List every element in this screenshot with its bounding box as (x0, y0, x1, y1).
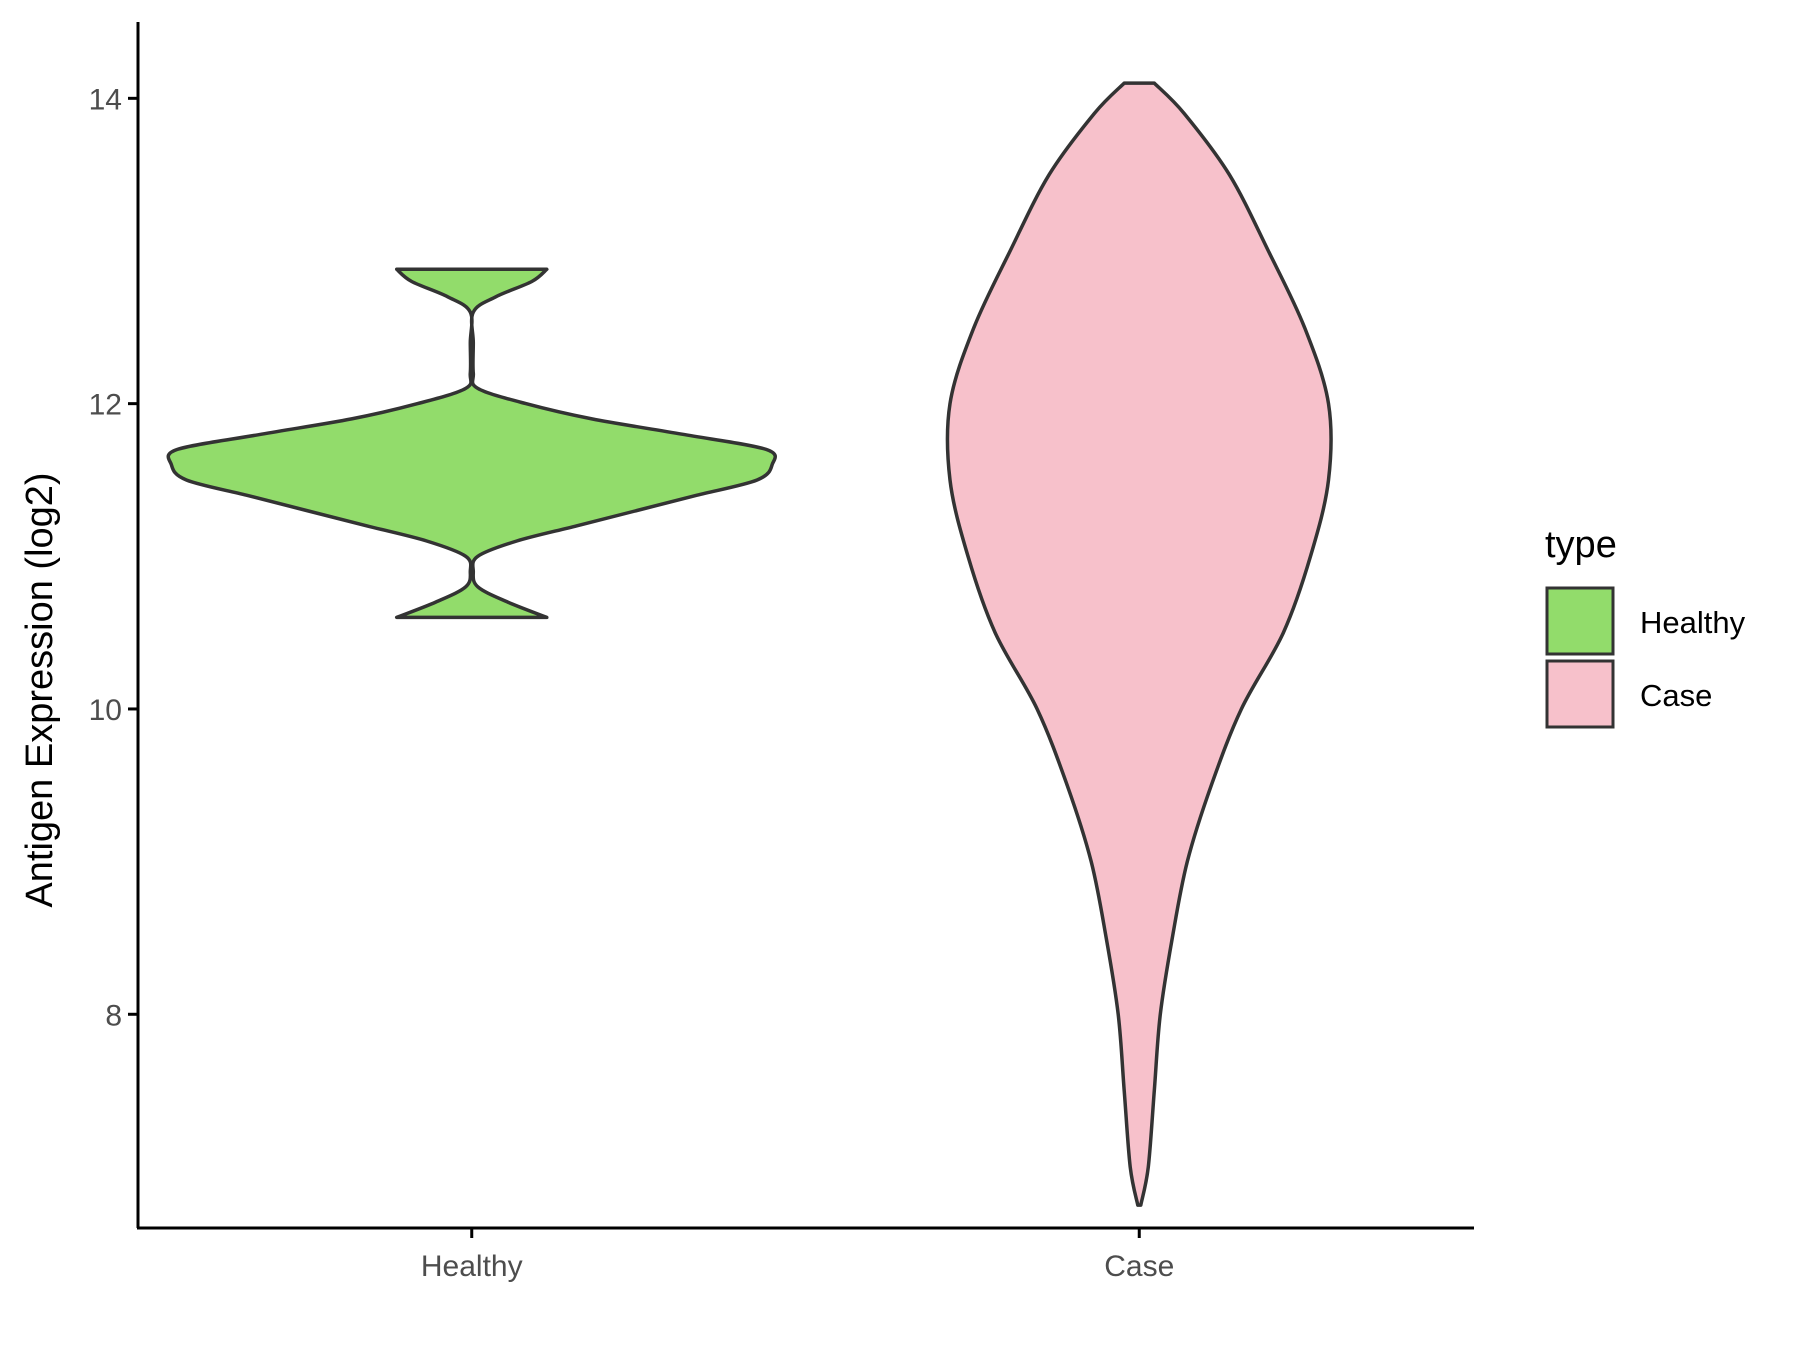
y-axis-title: Antigen Expression (log2) (19, 472, 61, 907)
x-axis-ticks: Healthy Case (421, 1228, 1174, 1283)
y-tick-label: 14 (89, 83, 122, 116)
violin-healthy (166, 267, 778, 620)
legend-label-healthy: Healthy (1640, 605, 1746, 640)
y-tick-label: 12 (89, 389, 122, 422)
legend: type Healthy Case (1545, 524, 1746, 729)
violins-group (166, 81, 1333, 1207)
y-axis-ticks: 8 10 12 14 (89, 83, 138, 1032)
y-tick-label: 10 (89, 694, 122, 727)
legend-label-case: Case (1640, 678, 1712, 713)
violin-case (945, 81, 1333, 1207)
y-tick-label: 8 (105, 999, 122, 1032)
legend-title: type (1545, 524, 1617, 566)
legend-swatch-healthy (1545, 586, 1615, 656)
legend-swatch-case (1545, 659, 1615, 729)
legend-items: Healthy Case (1545, 586, 1746, 729)
x-tick-label: Case (1104, 1250, 1174, 1283)
x-tick-label: Healthy (421, 1250, 523, 1283)
